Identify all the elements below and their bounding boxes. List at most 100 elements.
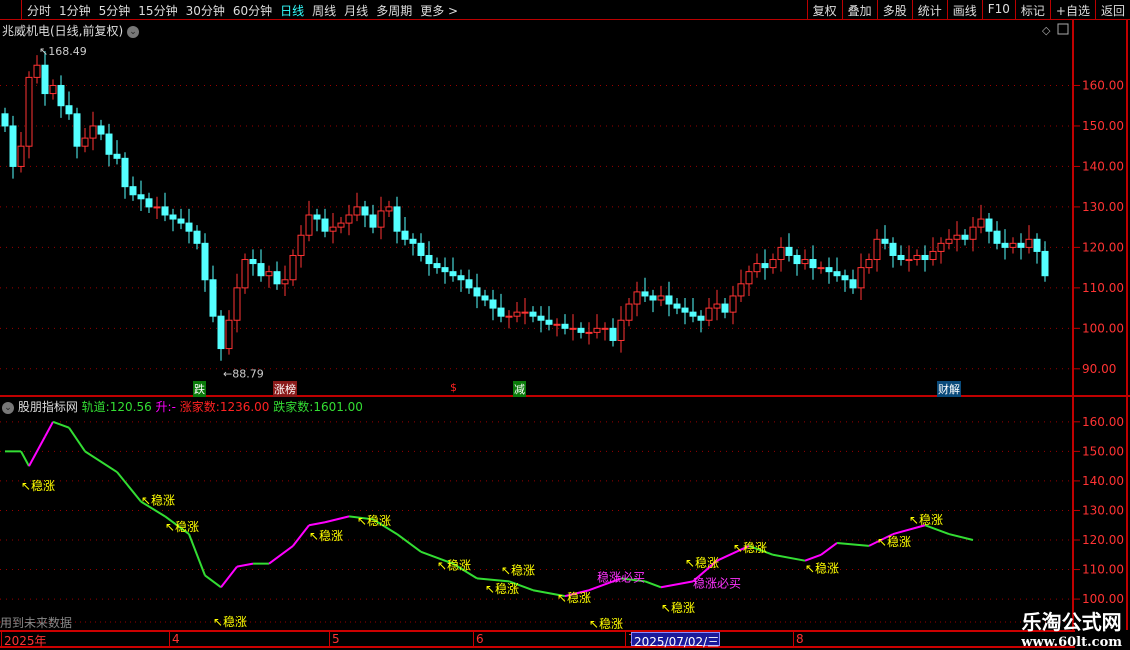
candle-down (209, 279, 217, 317)
candle-down (809, 259, 817, 269)
signal-label: ↖稳涨 (589, 616, 623, 630)
period-tab[interactable]: 1分钟 (59, 4, 91, 18)
tool-button[interactable]: 标记 (1014, 0, 1050, 20)
y-tick-label: 120.00 (1082, 240, 1124, 254)
candle-down (257, 263, 265, 277)
candle-up (601, 327, 609, 330)
signal-label: ↖稳涨 (501, 562, 535, 577)
period-tab[interactable]: 30分钟 (185, 4, 225, 18)
candle-up (233, 287, 241, 321)
candle-down (393, 206, 401, 232)
candle-down (649, 295, 657, 301)
tool-button[interactable]: 复权 (806, 0, 842, 20)
event-tag[interactable]: 减 (513, 381, 526, 397)
indicator-segment (308, 521, 326, 527)
event-tag[interactable]: 涨榜 (273, 381, 297, 397)
period-tab[interactable]: 分时 (27, 4, 52, 18)
chevron-down-icon[interactable]: ⌄ (2, 401, 14, 414)
candle-down (41, 64, 49, 95)
indicator-segment (236, 562, 254, 568)
indicator-y-tick-label: 120.00 (1082, 533, 1124, 547)
period-tab[interactable]: 月线 (344, 4, 369, 18)
tool-button[interactable]: 画线 (946, 0, 982, 20)
candle-up (289, 254, 297, 281)
candle-down (641, 291, 649, 297)
candle-up (977, 218, 985, 228)
indicator-y-tick-label: 130.00 (1082, 503, 1124, 517)
candle-down (161, 206, 169, 216)
event-tag[interactable]: 跌 (193, 381, 206, 397)
candle-up (769, 259, 777, 269)
candle-down (65, 105, 73, 115)
stock-title[interactable]: 兆威机电(日线,前复权) ⌄ (2, 22, 140, 39)
candle-down (1033, 238, 1041, 252)
signal-label: ↖稳涨 (141, 493, 175, 508)
signal-label: ↖稳涨 (165, 519, 199, 534)
period-tab[interactable]: 更多 > (420, 4, 459, 18)
down-count: 1601.00 (313, 400, 363, 414)
candle-down (961, 234, 969, 240)
candle-up (753, 263, 761, 273)
chevron-down-icon[interactable]: ⌄ (127, 25, 140, 38)
sidebar-toggle-button[interactable] (0, 0, 22, 20)
candle-up (337, 222, 345, 228)
candle-up (617, 319, 625, 341)
indicator-segment (44, 421, 54, 438)
high-price-label: ↖168.49 (39, 45, 87, 58)
candle-down (441, 267, 449, 273)
period-tab[interactable]: 多周期 (376, 4, 413, 18)
cursor-date: 2025/07/02/三 (631, 632, 721, 649)
candle-down (481, 295, 489, 301)
candle-up (329, 226, 337, 232)
candle-up (297, 234, 305, 256)
candle-down (457, 275, 465, 281)
candle-down (1001, 242, 1009, 248)
candle-down (425, 254, 433, 265)
rise-group: 升:- (156, 400, 176, 414)
candle-down (137, 194, 145, 200)
candle-down (57, 84, 65, 107)
candle-up (521, 311, 529, 314)
event-tag[interactable]: 财解 (937, 381, 961, 397)
tool-button[interactable]: 叠加 (841, 0, 877, 20)
date-label: 6 (473, 632, 484, 646)
candle-up (817, 267, 825, 270)
candle-down (433, 263, 441, 269)
indicator-segment (220, 565, 238, 588)
event-tag[interactable]: $ (449, 381, 458, 394)
candle-down (473, 287, 481, 297)
tool-button[interactable]: 返回 (1094, 0, 1130, 20)
candle-down (889, 242, 897, 256)
period-tab[interactable]: 60分钟 (232, 4, 273, 18)
candle-down (561, 323, 569, 329)
candle-down (529, 311, 537, 317)
candle-up (913, 254, 921, 261)
tool-button[interactable]: 多股 (876, 0, 912, 20)
indicator-segment (188, 533, 206, 576)
candle-up (865, 259, 873, 269)
candle-up (89, 125, 97, 139)
track-group: 轨道:120.56 (82, 400, 152, 414)
period-tab[interactable]: 15分钟 (138, 4, 178, 18)
candle-down (321, 218, 329, 232)
period-tab[interactable]: 周线 (312, 4, 337, 18)
date-label: 2025年 (1, 632, 47, 648)
chart-area[interactable]: 90.00 100.00 110.00 120.00 130.00 140.00 150.0… (0, 0, 1130, 630)
tool-button[interactable]: 统计 (911, 0, 947, 20)
signal-label: ↖稳涨 (357, 513, 391, 528)
indicator-segment (772, 553, 806, 562)
candle-up (801, 259, 809, 265)
signal-label: ↖稳涨 (909, 512, 943, 527)
period-tab[interactable]: 日线 (280, 4, 305, 18)
tool-button[interactable]: +自选 (1049, 0, 1095, 20)
indicator-header: ⌄ 股朋指标网 轨道:120.56 升:- 涨家数:1236.00 跌家数:16… (2, 398, 363, 415)
candle-up (17, 145, 25, 167)
candle-down (665, 295, 673, 305)
candle-down (1041, 250, 1049, 277)
candle-down (185, 222, 193, 232)
candle-up (385, 206, 393, 212)
candle-down (193, 230, 201, 244)
candle-up (969, 226, 977, 240)
tool-button[interactable]: F10 (981, 0, 1015, 20)
period-tab[interactable]: 5分钟 (98, 4, 131, 18)
